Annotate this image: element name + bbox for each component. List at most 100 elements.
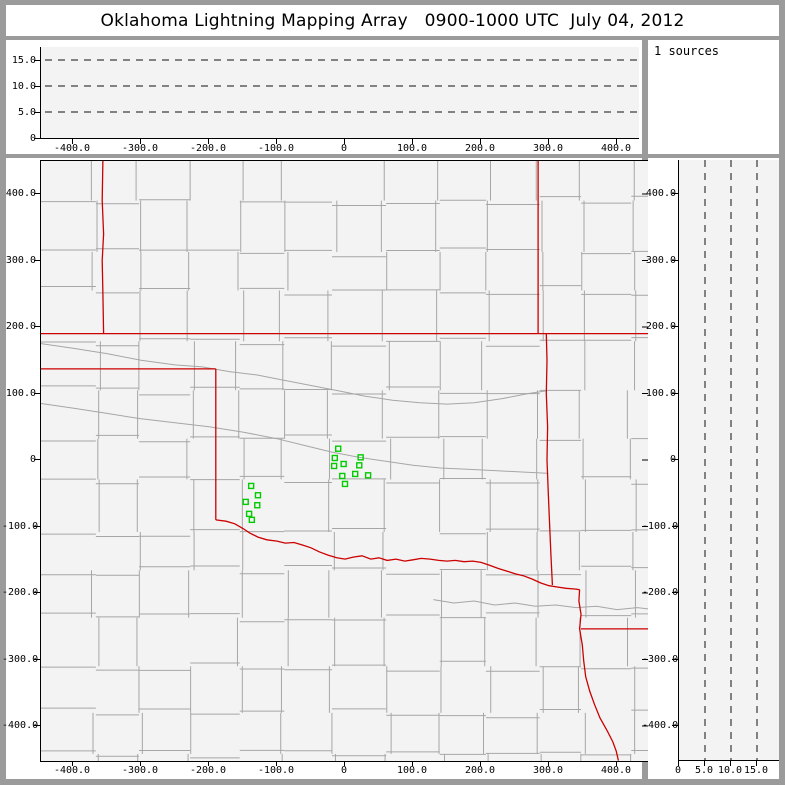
lma-station-marker <box>356 462 363 469</box>
map-xtick-label: -300.0 <box>121 765 159 776</box>
top-panel-xtick <box>208 139 209 144</box>
map-ytick-label: -400.0 <box>2 720 39 731</box>
alt-vs-ns-canvas <box>704 160 758 760</box>
map-ytick <box>34 592 40 593</box>
right-panel-ytick <box>672 193 678 194</box>
right-panel-xtick <box>730 761 731 766</box>
right-panel-xtick <box>704 761 705 766</box>
plan-view-canvas <box>41 161 649 761</box>
top-panel-xtick <box>412 139 413 144</box>
right-panel-xtick <box>678 761 679 766</box>
altitude-vs-ns-plot-area[interactable] <box>678 160 779 761</box>
map-xtick <box>616 761 617 766</box>
top-panel-xtick <box>480 139 481 144</box>
map-xtick <box>208 761 209 766</box>
plan-view-map-area[interactable] <box>40 160 650 762</box>
right-panel-xtick <box>756 761 757 766</box>
lma-station-marker <box>335 445 342 452</box>
top-panel-ytick <box>34 112 40 113</box>
lma-station-marker <box>254 502 261 509</box>
top-panel-xtick-label: 0 <box>340 143 348 154</box>
map-ytick-label: 200.0 <box>5 321 36 332</box>
right-panel-ytick-label: 0 <box>669 454 676 465</box>
lma-station-marker <box>254 492 262 499</box>
right-panel-ytick-label: 200.0 <box>645 321 676 332</box>
right-panel-xtick-label: 0 <box>674 765 682 776</box>
top-panel-xtick <box>344 139 345 144</box>
map-ytick <box>34 725 40 726</box>
state-border-line <box>215 519 580 591</box>
sources-count-label: 1 sources <box>654 44 720 58</box>
river-line <box>41 403 548 474</box>
map-xtick <box>480 761 481 766</box>
map-xtick-label: -400.0 <box>53 765 91 776</box>
river-line <box>433 599 649 611</box>
map-ytick <box>34 193 40 194</box>
map-xtick <box>140 761 141 766</box>
right-panel-ytick <box>672 459 678 460</box>
lma-station-marker <box>352 470 359 478</box>
top-panel-xtick-label: -300.0 <box>121 143 159 154</box>
top-panel-xtick-label: -200.0 <box>189 143 227 154</box>
top-panel-xtick-label: 200.0 <box>464 143 496 154</box>
right-panel-ytick <box>672 393 678 394</box>
map-xtick-label: 300.0 <box>532 765 564 776</box>
state-border-line <box>545 333 554 586</box>
top-panel-ytick-label: 15.0 <box>11 55 36 66</box>
lma-station-marker <box>339 472 346 480</box>
lma-station-marker <box>245 510 253 518</box>
altitude-vs-ew-panel <box>6 40 642 154</box>
top-panel-xtick <box>616 139 617 144</box>
top-panel-xtick <box>140 139 141 144</box>
top-panel-xtick <box>72 139 73 144</box>
right-panel-xtick-label: 15.0 <box>743 765 769 776</box>
top-panel-xtick-label: 300.0 <box>532 143 564 154</box>
right-panel-ytick-label: -100.0 <box>642 521 679 532</box>
right-panel-ytick <box>672 326 678 327</box>
map-ytick-label: -100.0 <box>2 521 39 532</box>
right-panel-ytick <box>672 725 678 726</box>
right-panel-xtick-label: 5.0 <box>694 765 714 776</box>
top-panel-ytick <box>34 138 40 139</box>
lma-station-marker <box>340 460 347 468</box>
lma-station-marker <box>247 482 255 490</box>
right-panel-ytick-label: 400.0 <box>645 188 676 199</box>
right-panel-ytick <box>672 526 678 527</box>
top-panel-xtick-label: 100.0 <box>396 143 428 154</box>
map-xtick-label: 200.0 <box>464 765 496 776</box>
alt-vs-ew-canvas <box>45 59 639 113</box>
map-xtick-label: -200.0 <box>189 765 227 776</box>
lma-station-marker <box>357 454 364 461</box>
map-xtick <box>412 761 413 766</box>
altitude-vs-ew-plot-area[interactable] <box>40 47 639 139</box>
map-ytick-label: 400.0 <box>5 188 36 199</box>
lma-station-marker <box>331 454 338 462</box>
map-ytick-label: 100.0 <box>5 388 36 399</box>
right-panel-ytick-label: -300.0 <box>642 654 679 665</box>
map-xtick-label: 400.0 <box>600 765 632 776</box>
right-panel-ytick-label: 100.0 <box>645 388 676 399</box>
plan-view-panel <box>6 158 650 779</box>
lma-station-marker <box>248 516 256 524</box>
top-panel-xtick <box>548 139 549 144</box>
map-xtick <box>72 761 73 766</box>
lma-station-marker <box>341 480 349 488</box>
river-line <box>41 343 548 405</box>
map-ytick <box>34 326 40 327</box>
county-boundaries <box>41 161 649 761</box>
top-panel-ytick <box>34 60 40 61</box>
right-panel-ytick <box>672 659 678 660</box>
map-xtick <box>344 761 345 766</box>
top-panel-xtick-label: -100.0 <box>257 143 295 154</box>
map-xtick <box>276 761 277 766</box>
right-panel-ytick-label: 300.0 <box>645 255 676 266</box>
right-panel-xtick-label: 10.0 <box>717 765 743 776</box>
map-ytick <box>34 260 40 261</box>
map-ytick <box>34 459 40 460</box>
altitude-vs-ns-panel <box>648 158 779 779</box>
right-panel-ytick-label: -400.0 <box>642 720 679 731</box>
map-ytick-label: 300.0 <box>5 255 36 266</box>
map-xtick-label: 100.0 <box>396 765 428 776</box>
sources-count-box: 1 sources <box>648 40 779 154</box>
